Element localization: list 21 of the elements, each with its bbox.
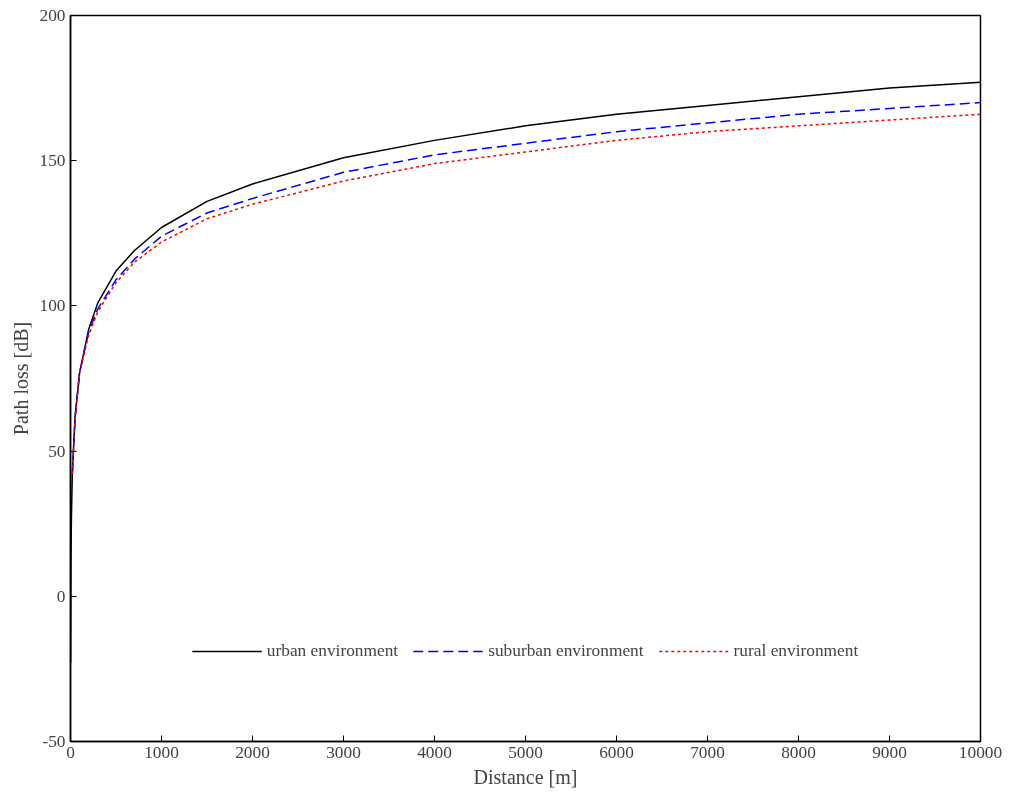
- x-tick-label: 8000: [781, 742, 816, 762]
- y-tick-label: 200: [39, 6, 66, 25]
- legend-label: suburban environment: [488, 641, 644, 661]
- x-tick-label: 4000: [417, 742, 452, 762]
- x-tick-label: 9000: [872, 742, 907, 762]
- x-tick-label: 10000: [958, 742, 1003, 762]
- y-tick-label: 150: [39, 151, 66, 171]
- x-tick-label: 6000: [599, 742, 634, 762]
- x-tick-label: 7000: [690, 742, 725, 762]
- y-tick-label: 100: [39, 296, 66, 316]
- x-tick-label: 3000: [326, 742, 361, 762]
- legend-label: urban environment: [266, 641, 399, 661]
- legend-label: rural environment: [733, 641, 859, 661]
- y-axis-title: Path loss [dB]: [9, 321, 32, 436]
- y-tick-label: 0: [56, 586, 66, 606]
- y-tick-label: 50: [48, 441, 66, 461]
- y-tick-label: -50: [42, 732, 66, 751]
- x-axis-title: Distance [m]: [473, 765, 578, 788]
- x-tick-label: 1000: [144, 742, 179, 762]
- x-tick-label: 5000: [508, 742, 543, 762]
- x-tick-label: 2000: [235, 742, 270, 762]
